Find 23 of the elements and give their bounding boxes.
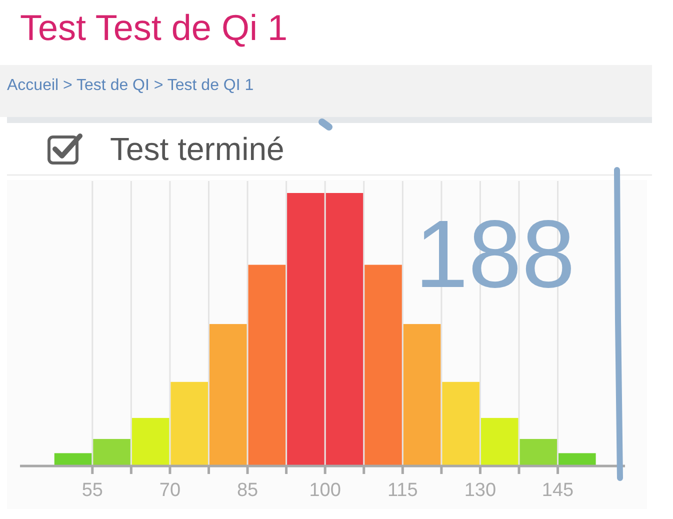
x-tick-label: 70: [159, 480, 181, 501]
bar: [209, 324, 247, 466]
bar: [93, 438, 130, 466]
bar: [54, 453, 92, 466]
bar: [170, 382, 208, 466]
x-tick-label: 55: [82, 480, 103, 501]
bar: [520, 438, 558, 466]
bar: [480, 418, 518, 466]
chart-title: Test Test de Qi 1: [20, 7, 288, 48]
bar: [364, 264, 402, 466]
x-tick-label: 145: [542, 480, 574, 501]
x-tick-label: 115: [388, 480, 418, 501]
annotation: 188: [414, 201, 576, 308]
x-tick-label: 130: [464, 480, 496, 501]
bar: [442, 382, 480, 466]
chart-subtitle: Test terminé: [110, 131, 284, 167]
bar: [132, 418, 170, 466]
text: Accueil > Test de QI > Test de QI 1: [7, 77, 254, 94]
bar: [248, 264, 286, 466]
bar: [558, 453, 596, 466]
x-tick-label: 85: [236, 480, 258, 501]
bar: [403, 324, 441, 466]
x-tick-label: 100: [309, 480, 341, 501]
